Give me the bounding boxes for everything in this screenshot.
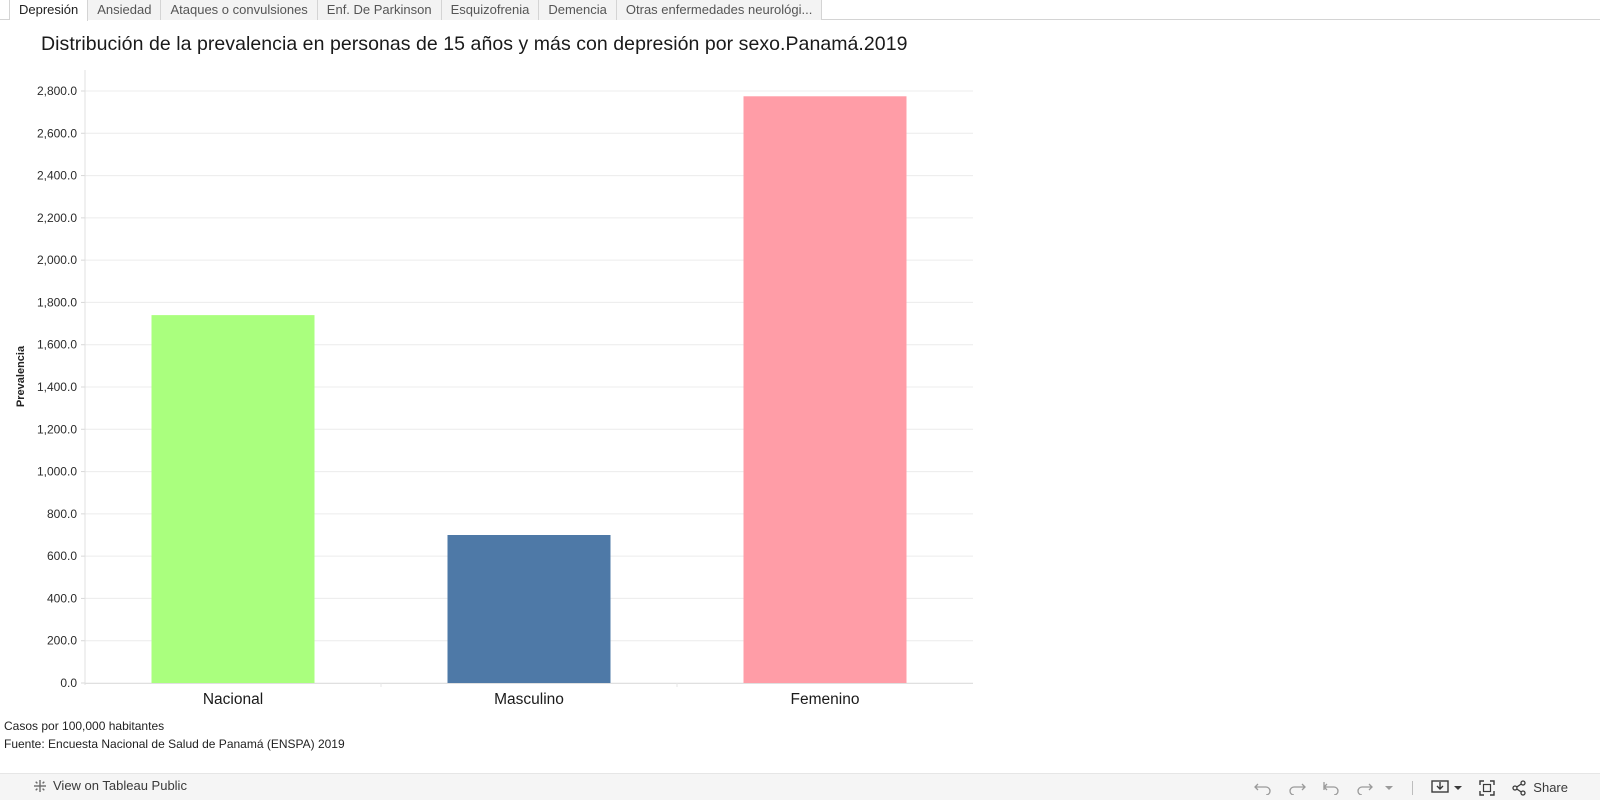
y-tick-label: 1,200.0: [37, 422, 77, 436]
redo-icon: [1289, 783, 1307, 795]
view-on-tableau-link[interactable]: View on Tableau Public: [33, 778, 187, 793]
y-tick-label: 1,000.0: [37, 465, 77, 479]
chevron-down-icon: [1454, 785, 1463, 790]
y-tick-label: 600.0: [47, 549, 77, 563]
y-tick-label: 2,000.0: [37, 253, 77, 267]
revert-button[interactable]: [1314, 774, 1348, 800]
bar-femenino: [743, 96, 907, 684]
x-category-label: Nacional: [203, 691, 263, 708]
y-tick-label: 2,600.0: [37, 126, 77, 140]
bar-chart: 0.0 200.0 400.0 600.0 800.0 1,000.0 1,200.0 1,4…: [15, 70, 973, 708]
refresh-icon: [1357, 783, 1374, 795]
toolbar-actions: Share: [1246, 774, 1600, 800]
y-tick-label: 2,800.0: [37, 84, 77, 98]
y-axis-title: Prevalencia: [15, 345, 27, 407]
tableau-logo-icon: [34, 779, 46, 792]
undo-button[interactable]: [1246, 774, 1280, 800]
x-category-label: Masculino: [494, 691, 564, 708]
fullscreen-button[interactable]: [1471, 774, 1503, 800]
download-icon: [1431, 779, 1449, 793]
refresh-button[interactable]: [1348, 774, 1402, 800]
chart-title: Distribución de la prevalencia en person…: [41, 33, 908, 55]
source-note: Fuente: Encuesta Nacional de Salud de Pa…: [4, 737, 345, 751]
tab-otras-enfermedades-neurológi[interactable]: Otras enfermedades neurológi...: [616, 0, 823, 20]
share-label: Share: [1533, 780, 1568, 795]
units-note: Casos por 100,000 habitantes: [4, 719, 165, 733]
y-tick-label: 400.0: [47, 591, 77, 605]
tab-enf-de-parkinson[interactable]: Enf. De Parkinson: [317, 0, 442, 20]
tab-ataques-o-convulsiones[interactable]: Ataques o convulsiones: [161, 0, 318, 20]
chevron-down-icon: [1385, 785, 1394, 790]
y-tick-label: 1,800.0: [37, 295, 77, 309]
y-tick-label: 0.0: [60, 676, 77, 690]
download-button[interactable]: [1423, 774, 1471, 800]
y-tick-label: 1,400.0: [37, 380, 77, 394]
y-tick-label: 2,400.0: [37, 169, 77, 183]
toolbar-separator: [1412, 780, 1414, 795]
fullscreen-icon: [1479, 779, 1495, 796]
share-icon: [1512, 779, 1526, 796]
tab-depresión[interactable]: Depresión: [10, 0, 89, 21]
undo-icon: [1254, 783, 1271, 795]
revert-icon: [1323, 781, 1339, 795]
view-on-tableau-label: View on Tableau Public: [53, 778, 187, 793]
redo-button[interactable]: [1280, 774, 1314, 800]
share-button[interactable]: Share: [1503, 774, 1600, 800]
tab-esquizofrenia[interactable]: Esquizofrenia: [441, 0, 540, 20]
y-tick-label: 1,600.0: [37, 338, 77, 352]
x-category-label: Femenino: [791, 691, 860, 708]
sheet-tab-bar: Depresión Ansiedad Ataques o convulsiones E…: [0, 0, 1600, 21]
bar-nacional: [151, 315, 315, 683]
bar-masculino: [447, 535, 611, 683]
y-tick-label: 200.0: [47, 634, 77, 648]
bottom-toolbar: View on Tableau Public Share: [0, 773, 1600, 800]
sheet-tabs: Depresión Ansiedad Ataques o convulsiones E…: [9, 0, 823, 21]
y-tick-label: 2,200.0: [37, 211, 77, 225]
tab-demencia[interactable]: Demencia: [539, 0, 617, 20]
y-tick-label: 800.0: [47, 507, 77, 521]
tab-ansiedad[interactable]: Ansiedad: [88, 0, 162, 20]
